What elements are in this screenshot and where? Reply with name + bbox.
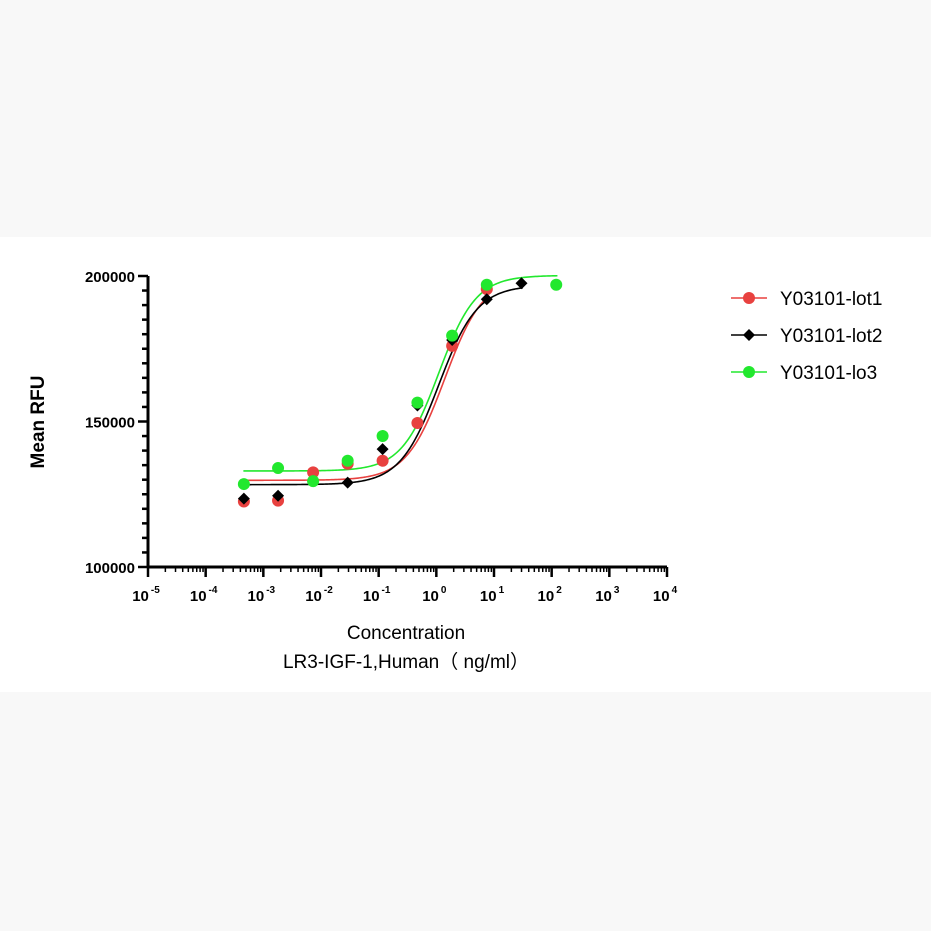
data-point	[376, 454, 389, 467]
data-point	[272, 489, 285, 502]
dose-response-chart: 10 -5 10 -4 10 -3 10 -2 10 -1 10 0 10 1 10 2 10 3 10 4 1000…	[28, 269, 882, 673]
x-tick-label: 10 -4	[190, 585, 218, 605]
legend-label: Y03101-lot1	[780, 289, 882, 310]
data-point	[480, 293, 493, 306]
x-tick-label: 10 3	[595, 585, 620, 605]
data-point	[341, 454, 354, 467]
data-point	[515, 277, 528, 290]
chart-panel: 10 -5 10 -4 10 -3 10 -2 10 -1 10 0 10 1 10 2 10 3 10 4 1000…	[0, 237, 931, 692]
x-tick-label: 10 0	[422, 585, 447, 605]
data-point	[376, 443, 389, 456]
legend-marker	[743, 366, 755, 378]
data-point	[237, 492, 250, 505]
data-point	[341, 476, 354, 489]
fit-curve	[243, 296, 489, 482]
data-points	[237, 277, 563, 508]
legend: Y03101-lot1 Y03101-lot2 Y03101-lo3	[731, 289, 882, 384]
data-point	[307, 466, 320, 479]
fit-curve	[243, 287, 523, 486]
data-point	[550, 278, 563, 291]
x-axis-subtitle: LR3-IGF-1,Human（ ng/ml）	[283, 651, 529, 673]
fit-curve	[243, 274, 558, 472]
axes	[138, 274, 669, 577]
y-axis-title: Mean RFU	[28, 376, 49, 469]
x-tick-labels: 10 -5 10 -4 10 -3 10 -2 10 -1 10 0 10 1 10 2 10 3 10 4	[132, 585, 677, 605]
data-point	[480, 278, 493, 291]
x-tick-label: 10 4	[653, 585, 678, 605]
x-tick-label: 10 -2	[305, 585, 333, 605]
data-point	[446, 329, 459, 342]
legend-label: Y03101-lot2	[780, 326, 882, 347]
x-tick-label: 10 -5	[132, 585, 160, 605]
data-point	[272, 462, 285, 475]
data-point	[376, 430, 389, 443]
y-tick-label: 100000	[85, 560, 135, 577]
x-tick-label: 10 2	[538, 585, 563, 605]
legend-label: Y03101-lo3	[780, 363, 877, 384]
data-point	[307, 475, 320, 488]
x-tick-label: 10 -1	[363, 585, 391, 605]
y-tick-labels: 100000 150000 200000	[85, 269, 135, 577]
legend-marker	[743, 292, 755, 304]
data-point	[237, 478, 250, 491]
x-tick-label: 10 1	[480, 585, 505, 605]
x-axis-title: Concentration	[347, 623, 465, 644]
data-point	[411, 416, 424, 429]
y-tick-label: 200000	[85, 269, 135, 286]
fit-curves	[243, 274, 558, 486]
y-tick-label: 150000	[85, 415, 135, 432]
x-tick-label: 10 -3	[248, 585, 276, 605]
data-point	[411, 396, 424, 409]
legend-marker	[743, 329, 755, 341]
